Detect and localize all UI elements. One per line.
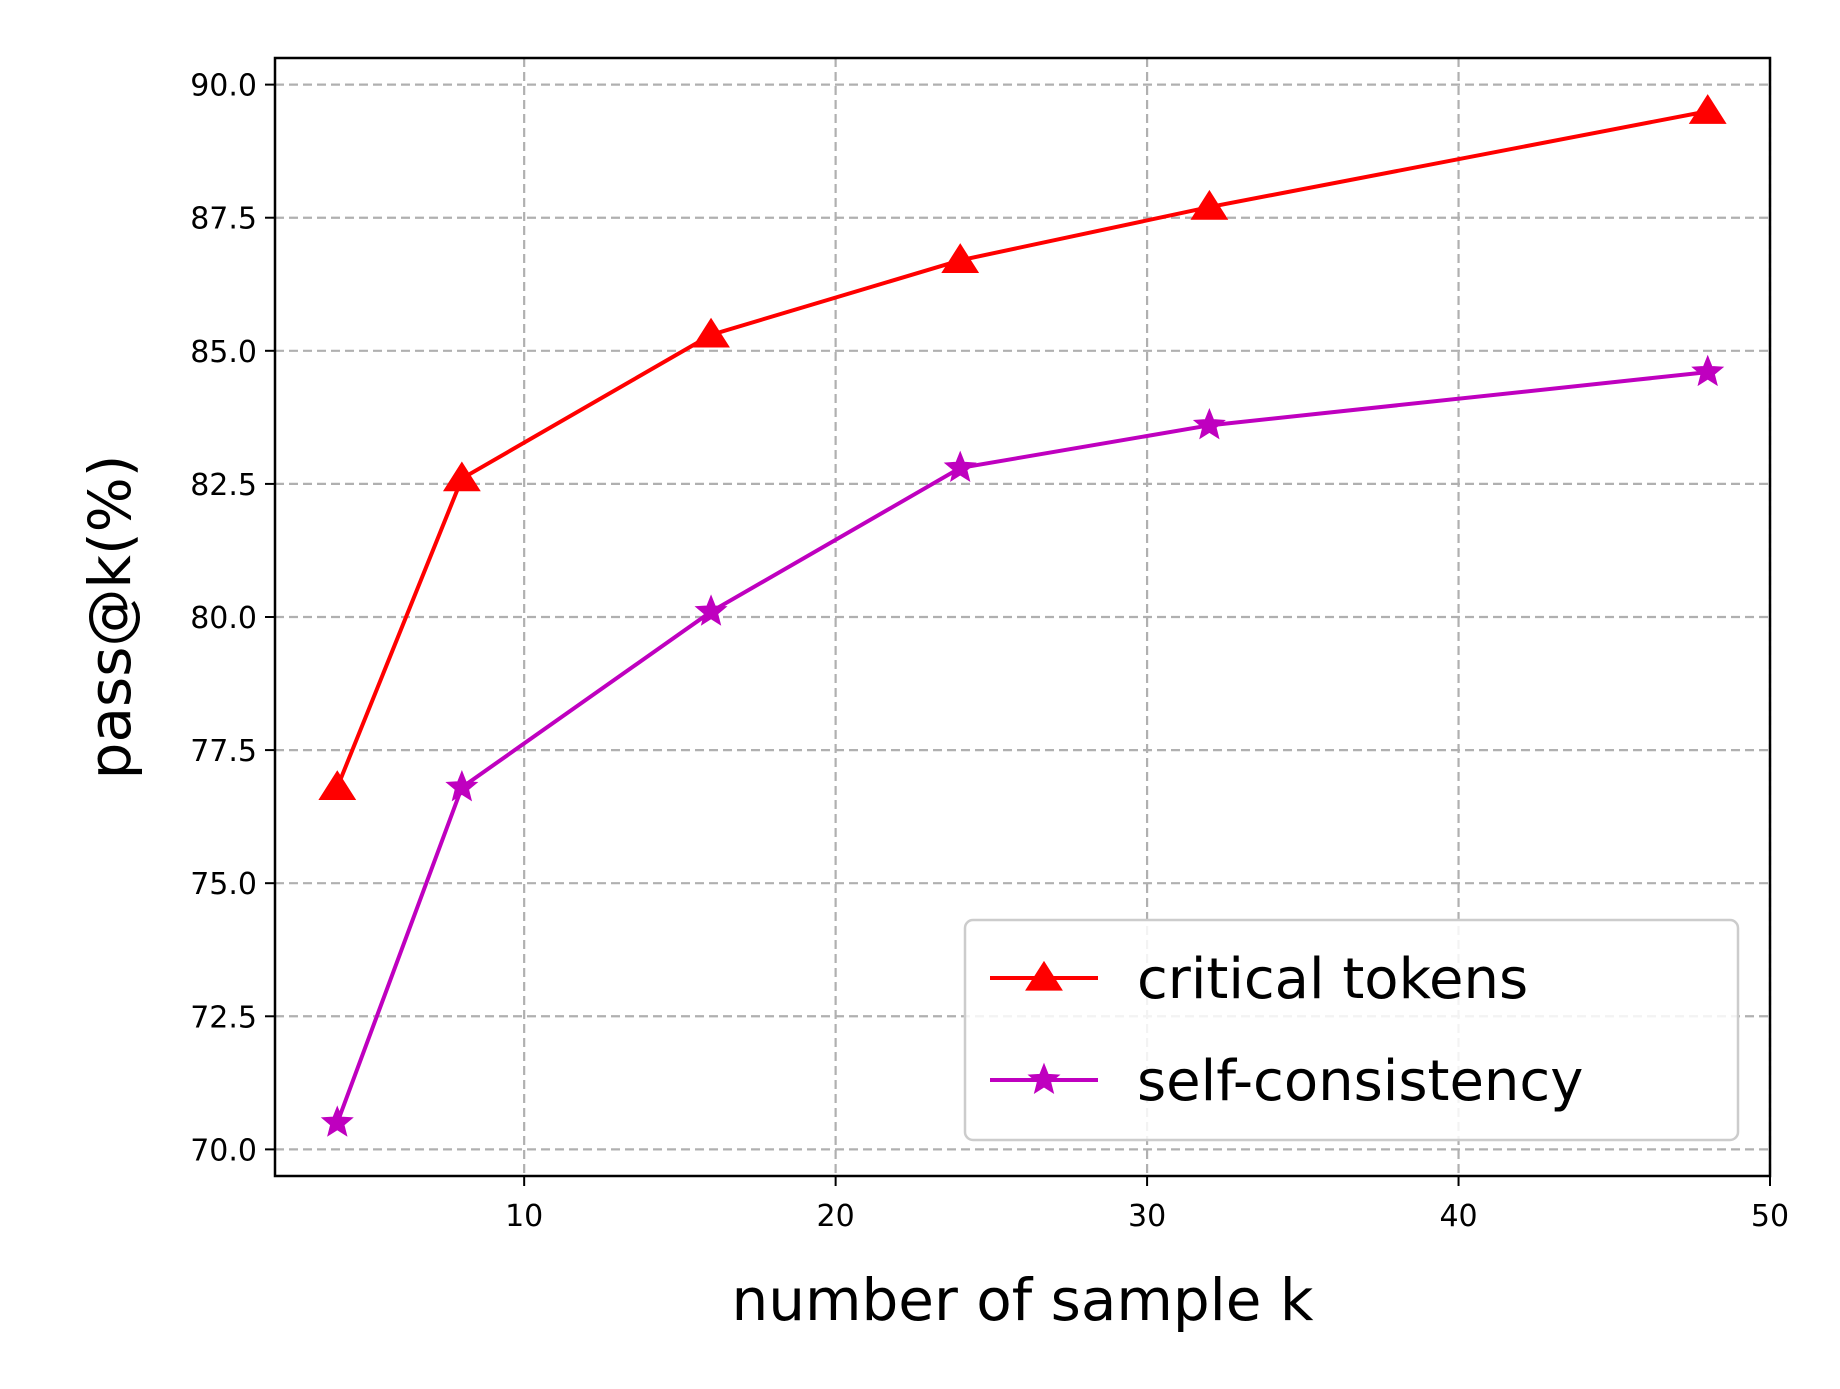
y-tick-label: 87.5 bbox=[190, 202, 257, 237]
series-line bbox=[335, 370, 1708, 1124]
data-point bbox=[694, 594, 728, 626]
x-tick-label: 20 bbox=[817, 1199, 855, 1234]
legend-box bbox=[963, 918, 1740, 1142]
data-point bbox=[1192, 407, 1226, 440]
legend-label: critical tokens bbox=[1137, 947, 1528, 1012]
x-tick-label: 30 bbox=[1128, 1199, 1166, 1234]
y-tick-label: 72.5 bbox=[190, 1000, 257, 1035]
data-point bbox=[1190, 189, 1229, 220]
legend-item: critical tokens bbox=[990, 947, 1528, 1012]
y-tick-label: 85.0 bbox=[190, 335, 257, 370]
legend-label: self-consistency bbox=[1137, 1049, 1583, 1114]
data-point bbox=[318, 770, 357, 801]
y-axis-title: pass@k(%) bbox=[76, 455, 144, 780]
legend: critical tokens self-consistency bbox=[963, 918, 1740, 1142]
star-marker-icon bbox=[1027, 1062, 1061, 1095]
series-critical-tokens bbox=[318, 94, 1727, 801]
y-tick-label: 80.0 bbox=[190, 601, 257, 636]
y-tick-label: 70.0 bbox=[190, 1133, 257, 1168]
x-axis-title: number of sample k bbox=[731, 1266, 1313, 1334]
y-tick-label: 77.5 bbox=[190, 734, 257, 769]
y-tick-label: 90.0 bbox=[190, 69, 257, 104]
x-tick-label: 50 bbox=[1751, 1199, 1789, 1234]
data-point bbox=[943, 450, 977, 482]
series-self-consistency bbox=[320, 354, 1725, 1137]
series-line bbox=[335, 109, 1709, 789]
legend-item: self-consistency bbox=[990, 1049, 1583, 1114]
x-tick-label: 10 bbox=[505, 1199, 543, 1234]
data-point bbox=[320, 1105, 354, 1137]
axis-ticks: 10 20 30 40 50 70.0 72.5 75.0 77.5 80.0 82.5 85.0 87… bbox=[190, 69, 1789, 1234]
y-tick-label: 75.0 bbox=[190, 867, 257, 902]
data-point bbox=[692, 317, 730, 348]
x-tick-label: 40 bbox=[1439, 1199, 1477, 1234]
data-point bbox=[941, 243, 980, 273]
y-tick-label: 82.5 bbox=[190, 468, 257, 503]
data-point bbox=[445, 770, 479, 802]
data-point bbox=[1688, 94, 1727, 124]
series-group bbox=[318, 94, 1727, 1137]
data-point bbox=[442, 461, 481, 492]
triangle-marker-icon bbox=[1025, 960, 1063, 991]
data-point bbox=[1691, 354, 1725, 387]
